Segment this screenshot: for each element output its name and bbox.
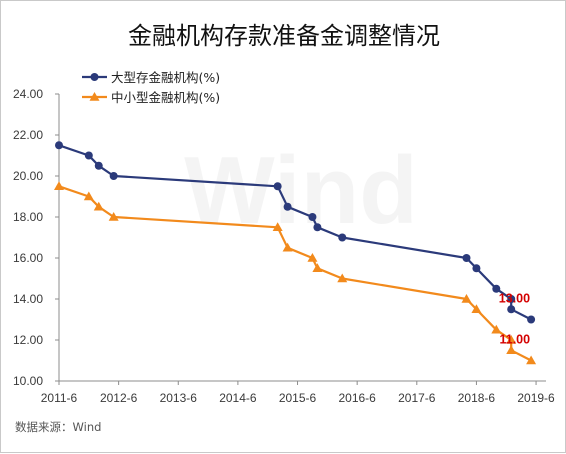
data-point bbox=[472, 264, 481, 273]
data-point bbox=[94, 161, 103, 170]
data-point bbox=[273, 182, 282, 191]
data-point bbox=[506, 345, 517, 354]
legend-marker bbox=[90, 73, 99, 81]
data-point bbox=[338, 233, 347, 242]
data-point bbox=[307, 253, 318, 262]
legend-label: 中小型金融机构(%) bbox=[111, 90, 220, 105]
series-1 bbox=[55, 141, 536, 324]
data-point bbox=[83, 191, 94, 201]
data-point bbox=[506, 335, 517, 344]
data-point bbox=[471, 304, 482, 313]
data-point bbox=[108, 212, 119, 221]
x-tick-label: 2019-6 bbox=[517, 391, 555, 405]
chart-title: 金融机构存款准备金调整情况 bbox=[128, 22, 440, 50]
y-tick-label: 14.00 bbox=[13, 292, 43, 306]
data-point bbox=[526, 355, 537, 365]
y-tick-label: 22.00 bbox=[13, 128, 43, 142]
data-point bbox=[461, 294, 472, 303]
x-tick-label: 2015-6 bbox=[279, 391, 317, 405]
source-note: 数据来源：Wind bbox=[15, 420, 101, 434]
y-tick-label: 24.00 bbox=[13, 87, 43, 101]
data-label: 11.00 bbox=[499, 333, 530, 347]
data-point bbox=[93, 201, 104, 211]
data-point bbox=[109, 172, 118, 180]
data-point bbox=[337, 273, 348, 283]
x-tick-label: 2012-6 bbox=[100, 391, 138, 405]
data-point bbox=[507, 295, 516, 303]
data-point bbox=[313, 223, 322, 232]
data-point bbox=[492, 284, 501, 293]
data-point bbox=[312, 263, 323, 272]
data-point bbox=[507, 305, 516, 314]
x-tick-label: 2013-6 bbox=[160, 391, 198, 405]
legend-label: 大型存金融机构(%) bbox=[111, 70, 220, 85]
y-tick-label: 18.00 bbox=[13, 210, 43, 224]
axes: 10.00 12.00 14.00 16.00 18.00 20.00 22.00 24.00… bbox=[13, 87, 555, 405]
x-tick-label: 2016-6 bbox=[338, 391, 376, 405]
x-tick-label: 2018-6 bbox=[458, 391, 496, 405]
annotations: 13.00 11.00 bbox=[499, 292, 530, 347]
series-group bbox=[54, 141, 537, 365]
x-tick-label: 2017-6 bbox=[398, 391, 436, 405]
data-point bbox=[527, 315, 536, 324]
data-label: 13.00 bbox=[499, 292, 530, 306]
data-point bbox=[272, 222, 283, 231]
data-point bbox=[282, 242, 293, 252]
y-tick-label: 10.00 bbox=[13, 374, 43, 388]
y-tick-label: 16.00 bbox=[13, 251, 43, 265]
legend: 大型存金融机构(%) 中小型金融机构(%) bbox=[82, 70, 220, 105]
data-point bbox=[462, 254, 471, 262]
data-point bbox=[55, 141, 63, 150]
data-point bbox=[308, 213, 317, 221]
x-tick-label: 2011-6 bbox=[41, 391, 78, 405]
x-tick-label: 2014-6 bbox=[219, 391, 257, 405]
y-tick-label: 12.00 bbox=[13, 333, 43, 347]
watermark: Wind bbox=[184, 137, 418, 244]
data-point bbox=[283, 202, 292, 211]
data-point bbox=[84, 151, 93, 160]
legend-marker bbox=[89, 92, 100, 101]
data-point bbox=[491, 324, 502, 334]
y-tick-label: 20.00 bbox=[13, 169, 43, 183]
data-point bbox=[54, 181, 64, 190]
series-2 bbox=[54, 181, 537, 365]
